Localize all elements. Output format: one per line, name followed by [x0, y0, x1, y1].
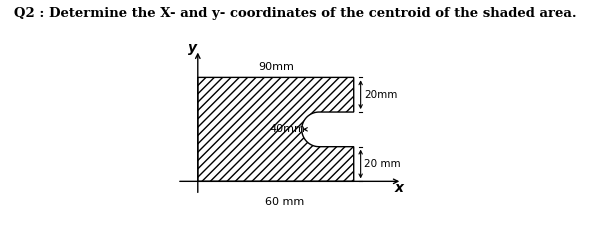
Text: 40mm: 40mm — [269, 124, 305, 134]
Text: x: x — [394, 181, 403, 195]
Text: 90mm: 90mm — [258, 62, 294, 72]
Text: Q2 : Determine the X- and y- coordinates of the centroid of the shaded area.: Q2 : Determine the X- and y- coordinates… — [14, 7, 576, 20]
Text: y: y — [188, 41, 197, 55]
Polygon shape — [198, 77, 354, 181]
Text: 60 mm: 60 mm — [265, 197, 304, 207]
Text: 20 mm: 20 mm — [364, 159, 401, 169]
Text: 20mm: 20mm — [364, 90, 398, 100]
